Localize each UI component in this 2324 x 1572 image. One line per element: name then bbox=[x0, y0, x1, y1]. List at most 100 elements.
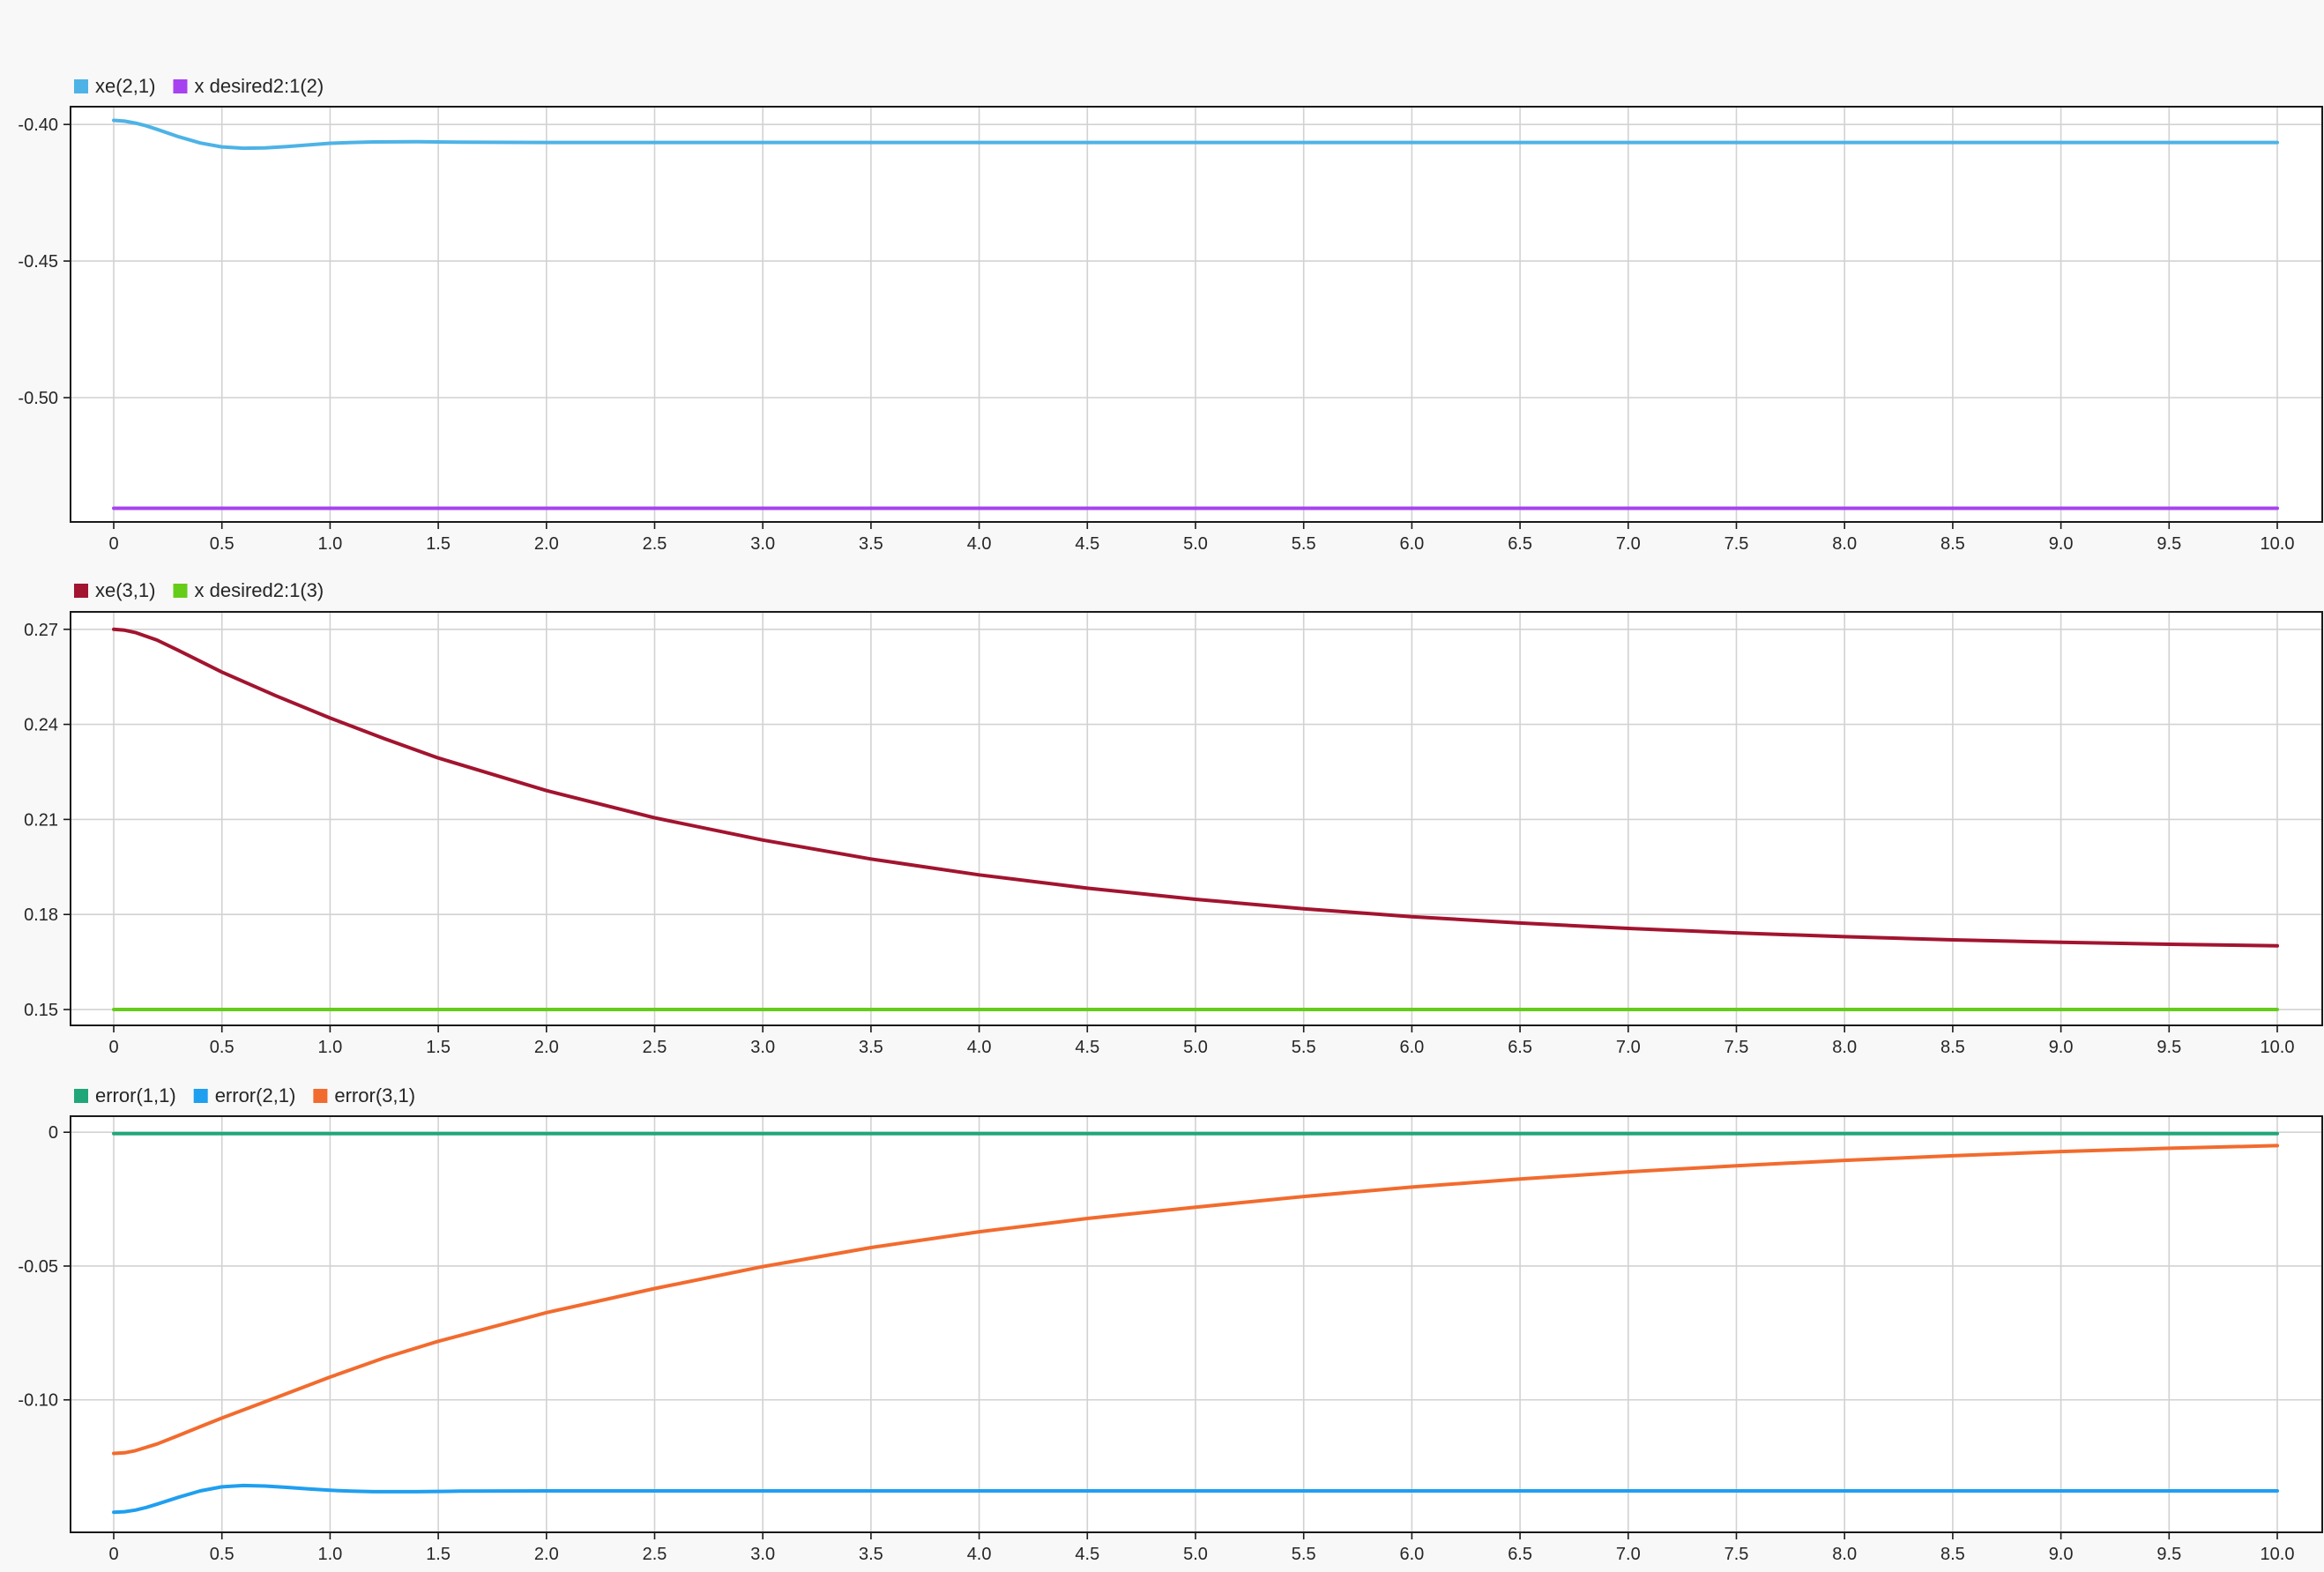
x-tick-label: 9.0 bbox=[2049, 1545, 2074, 1564]
x-tick-label: 2.5 bbox=[643, 1545, 667, 1564]
x-tick-label: 9.5 bbox=[2156, 534, 2181, 554]
series-line-xe-3-1- bbox=[112, 627, 2279, 948]
x-tick-label: 2.5 bbox=[643, 1038, 667, 1057]
series-line-error-2-1- bbox=[112, 1483, 2279, 1515]
legend-label: error(3,1) bbox=[334, 1084, 415, 1106]
x-tick-label: 1.5 bbox=[426, 534, 451, 554]
legend-swatch bbox=[74, 1089, 88, 1103]
x-tick-label: 3.0 bbox=[750, 1545, 775, 1564]
y-tick-label: 0.27 bbox=[24, 621, 58, 640]
chart-panel-1: 0 0.5 1.0 1.5 2.0 2.5 3.0 3.5 4.0 4.5 5.0 5.5 6.0 6.5… bbox=[18, 75, 2323, 554]
legend-label: x desired2:1(2) bbox=[194, 75, 324, 97]
y-tick-label: 0 bbox=[48, 1123, 58, 1143]
x-tick-label: 3.5 bbox=[859, 1038, 883, 1057]
legend-label: x desired2:1(3) bbox=[194, 579, 324, 601]
y-tick-label: -0.45 bbox=[18, 252, 58, 272]
x-tick-label: 6.5 bbox=[1508, 1038, 1532, 1057]
x-tick-label: 9.5 bbox=[2156, 1545, 2181, 1564]
x-tick-label: 4.0 bbox=[967, 1545, 992, 1564]
legend-label: xe(2,1) bbox=[95, 75, 155, 97]
legend-swatch bbox=[313, 1089, 328, 1103]
series-line-xe-2-1- bbox=[112, 118, 2279, 151]
x-tick-label: 10.0 bbox=[2261, 534, 2295, 554]
x-tick-label: 8.5 bbox=[1940, 534, 1965, 554]
legend-swatch bbox=[173, 584, 188, 598]
x-tick-label: 0 bbox=[108, 1545, 118, 1564]
x-tick-label: 8.5 bbox=[1940, 1545, 1965, 1564]
legend-swatch bbox=[173, 79, 188, 93]
x-tick-label: 9.0 bbox=[2049, 534, 2074, 554]
axes-background bbox=[71, 612, 2322, 1025]
x-tick-label: 8.0 bbox=[1832, 1038, 1857, 1057]
legend-swatch bbox=[74, 79, 88, 93]
chart-panel-2: 0 0.5 1.0 1.5 2.0 2.5 3.0 3.5 4.0 4.5 5.0 5.5 6.0 6.5… bbox=[24, 579, 2323, 1057]
x-tick-label: 5.0 bbox=[1183, 1038, 1208, 1057]
x-tick-label: 4.0 bbox=[967, 534, 992, 554]
x-tick-label: 8.0 bbox=[1832, 534, 1857, 554]
x-tick-label: 9.0 bbox=[2049, 1038, 2074, 1057]
x-tick-label: 1.0 bbox=[317, 1545, 342, 1564]
x-tick-label: 0.5 bbox=[210, 1038, 235, 1057]
axes-background bbox=[71, 107, 2322, 522]
x-tick-label: 1.5 bbox=[426, 1038, 451, 1057]
x-tick-label: 2.5 bbox=[643, 534, 667, 554]
x-tick-label: 10.0 bbox=[2261, 1038, 2295, 1057]
x-tick-label: 7.0 bbox=[1616, 1545, 1641, 1564]
legend-label: error(1,1) bbox=[95, 1084, 176, 1106]
y-tick-label: -0.50 bbox=[18, 389, 58, 408]
x-tick-label: 1.5 bbox=[426, 1545, 451, 1564]
legend: xe(2,1) x desired2:1(2) bbox=[74, 75, 324, 97]
axes-frame bbox=[70, 106, 2323, 523]
legend-label: error(2,1) bbox=[215, 1084, 296, 1106]
x-tick-label: 6.5 bbox=[1508, 1545, 1532, 1564]
legend-label: xe(3,1) bbox=[95, 579, 155, 601]
y-tick-label: -0.40 bbox=[18, 115, 58, 135]
x-tick-label: 9.5 bbox=[2156, 1038, 2181, 1057]
x-tick-label: 3.0 bbox=[750, 1038, 775, 1057]
axes-frame bbox=[70, 1115, 2323, 1533]
x-tick-label: 0.5 bbox=[210, 1545, 235, 1564]
x-tick-label: 8.0 bbox=[1832, 1545, 1857, 1564]
legend: xe(3,1) x desired2:1(3) bbox=[74, 579, 324, 601]
x-tick-label: 3.0 bbox=[750, 534, 775, 554]
y-tick-label: -0.10 bbox=[18, 1391, 58, 1411]
x-tick-label: 6.5 bbox=[1508, 534, 1532, 554]
x-tick-label: 1.0 bbox=[317, 534, 342, 554]
x-tick-label: 2.0 bbox=[534, 1545, 559, 1564]
y-tick-label: -0.05 bbox=[18, 1257, 58, 1277]
x-tick-label: 0.5 bbox=[210, 534, 235, 554]
x-tick-label: 2.0 bbox=[534, 534, 559, 554]
x-tick-label: 7.5 bbox=[1724, 534, 1749, 554]
x-tick-label: 1.0 bbox=[317, 1038, 342, 1057]
x-tick-label: 6.0 bbox=[1399, 1038, 1424, 1057]
x-tick-label: 7.5 bbox=[1724, 1545, 1749, 1564]
x-tick-label: 7.5 bbox=[1724, 1038, 1749, 1057]
x-tick-label: 2.0 bbox=[534, 1038, 559, 1057]
axes-background bbox=[71, 1116, 2322, 1532]
series-line-error-3-1- bbox=[112, 1144, 2279, 1456]
chart-panel-3: 0 0.5 1.0 1.5 2.0 2.5 3.0 3.5 4.0 4.5 5.0 5.5 6.0 6.5… bbox=[18, 1084, 2323, 1564]
x-tick-label: 3.5 bbox=[859, 1545, 883, 1564]
y-tick-label: 0.21 bbox=[24, 810, 58, 830]
y-tick-label: 0.15 bbox=[24, 1001, 58, 1020]
x-tick-label: 4.5 bbox=[1075, 1545, 1099, 1564]
axes-frame bbox=[70, 611, 2323, 1026]
x-tick-label: 3.5 bbox=[859, 534, 883, 554]
x-tick-label: 4.0 bbox=[967, 1038, 992, 1057]
x-tick-label: 5.5 bbox=[1292, 534, 1316, 554]
legend: error(1,1) error(2,1) error(3,1) bbox=[74, 1084, 415, 1106]
x-tick-label: 4.5 bbox=[1075, 1038, 1099, 1057]
legend-swatch bbox=[74, 584, 88, 598]
x-tick-label: 10.0 bbox=[2261, 1545, 2295, 1564]
legend-swatch bbox=[193, 1089, 208, 1103]
x-tick-label: 5.5 bbox=[1292, 1545, 1316, 1564]
y-tick-label: 0.24 bbox=[24, 716, 58, 735]
x-tick-label: 6.0 bbox=[1399, 534, 1424, 554]
x-tick-label: 0 bbox=[108, 1038, 118, 1057]
x-tick-label: 5.5 bbox=[1292, 1038, 1316, 1057]
x-tick-label: 4.5 bbox=[1075, 534, 1099, 554]
y-tick-label: 0.18 bbox=[24, 905, 58, 925]
x-tick-label: 0 bbox=[108, 534, 118, 554]
